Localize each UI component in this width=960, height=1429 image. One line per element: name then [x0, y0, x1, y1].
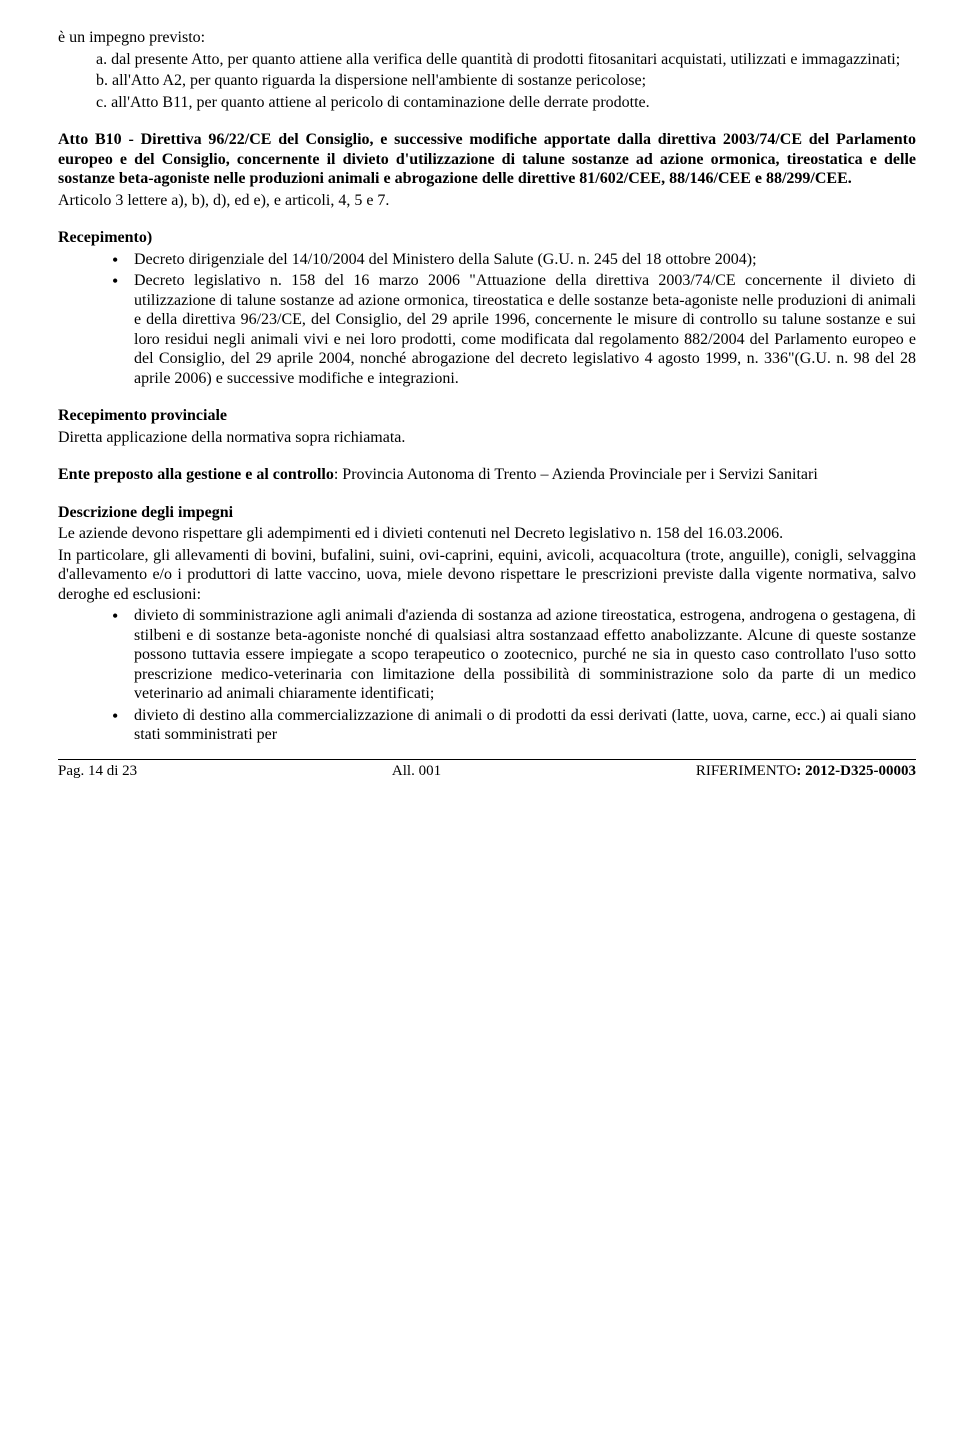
recepimento-heading: Recepimento) [58, 228, 916, 248]
descr-b1: divieto di somministrazione agli animali… [112, 606, 916, 704]
recepimento-b2: Decreto legislativo n. 158 del 16 marzo … [112, 271, 916, 388]
ente-text: : Provincia Autonoma di Trento – Azienda… [334, 466, 818, 483]
descr-p2: In particolare, gli allevamenti di bovin… [58, 546, 916, 605]
atto-title: Atto B10 - Direttiva 96/22/CE del Consig… [58, 130, 916, 189]
footer-right-label: RIFERIMENTO [696, 763, 797, 779]
descr-heading: Descrizione degli impegni [58, 503, 916, 523]
footer-right: RIFERIMENTO: 2012-D325-00003 [696, 762, 916, 780]
footer-right-value: : 2012-D325-00003 [796, 763, 916, 779]
ente-label: Ente preposto alla gestione e al control… [58, 466, 334, 483]
ente-line: Ente preposto alla gestione e al control… [58, 465, 916, 485]
footer-center: All. 001 [392, 762, 441, 780]
footer: Pag. 14 di 23 All. 001 RIFERIMENTO: 2012… [58, 759, 916, 780]
intro-b: b. all'Atto A2, per quanto riguarda la d… [58, 71, 916, 91]
intro-a: a. dal presente Atto, per quanto attiene… [58, 50, 916, 70]
descr-p1: Le aziende devono rispettare gli adempim… [58, 524, 916, 544]
prov-text: Diretta applicazione della normativa sop… [58, 428, 916, 448]
descr-b2: divieto di destino alla commercializzazi… [112, 706, 916, 745]
prov-heading: Recepimento provinciale [58, 406, 916, 426]
atto-sub: Articolo 3 lettere a), b), d), ed e), e … [58, 191, 916, 211]
recepimento-b1: Decreto dirigenziale del 14/10/2004 del … [112, 250, 916, 270]
footer-left: Pag. 14 di 23 [58, 762, 137, 780]
intro-line: è un impegno previsto: [58, 28, 916, 48]
intro-c: c. all'Atto B11, per quanto attiene al p… [58, 93, 916, 113]
